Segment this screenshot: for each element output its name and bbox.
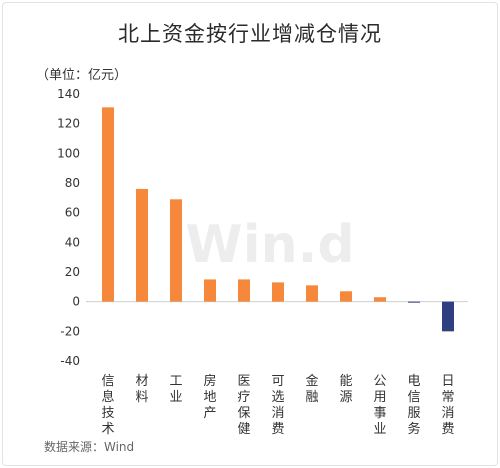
y-tick-label: -20 xyxy=(60,324,80,338)
x-tick-label: 电信服务 xyxy=(407,374,420,437)
x-tick-label: 工业 xyxy=(169,374,182,405)
bar-5 xyxy=(272,282,284,302)
y-tick-label: 140 xyxy=(57,87,80,101)
x-tick-label: 能源 xyxy=(339,374,352,405)
y-tick-label: 40 xyxy=(65,235,80,249)
x-tick-label: 材料 xyxy=(135,374,148,405)
x-tick-label: 信息技术 xyxy=(101,374,114,437)
y-tick-label: -40 xyxy=(60,354,80,368)
y-axis: 140 120 100 80 60 40 20 0 -20 -40 xyxy=(57,87,468,368)
y-tick-label: 80 xyxy=(65,176,80,190)
bar-7 xyxy=(340,291,352,302)
unit-label: （单位：亿元） xyxy=(36,68,128,83)
bar-6 xyxy=(306,285,318,302)
source-note: 数据来源：Wind xyxy=(44,440,135,454)
x-tick-label: 可选消费 xyxy=(271,374,284,437)
bar-4 xyxy=(238,279,250,302)
bar-3 xyxy=(204,279,216,302)
bar-2 xyxy=(170,199,182,302)
chart-title: 北上资金按行业增减仓情况 xyxy=(118,22,382,46)
x-tick-label: 房地产 xyxy=(203,373,216,421)
x-tick-label: 日常消费 xyxy=(441,374,454,437)
x-tick-label: 公用事业 xyxy=(373,374,386,437)
bar-0 xyxy=(102,107,114,302)
y-tick-label: 100 xyxy=(57,146,80,160)
watermark: Win.d xyxy=(185,215,354,275)
y-tick-label: 120 xyxy=(57,117,80,131)
x-tick-label: 医疗保健 xyxy=(237,374,250,437)
bar-1 xyxy=(136,188,148,302)
bar-10 xyxy=(442,301,454,332)
bars xyxy=(102,107,454,332)
x-tick-label: 金融 xyxy=(305,373,318,405)
bar-9 xyxy=(408,301,420,303)
bar-8 xyxy=(374,297,386,302)
y-tick-label: 20 xyxy=(65,265,80,279)
y-tick-label: 60 xyxy=(65,206,80,220)
y-tick-label: 0 xyxy=(72,295,80,309)
